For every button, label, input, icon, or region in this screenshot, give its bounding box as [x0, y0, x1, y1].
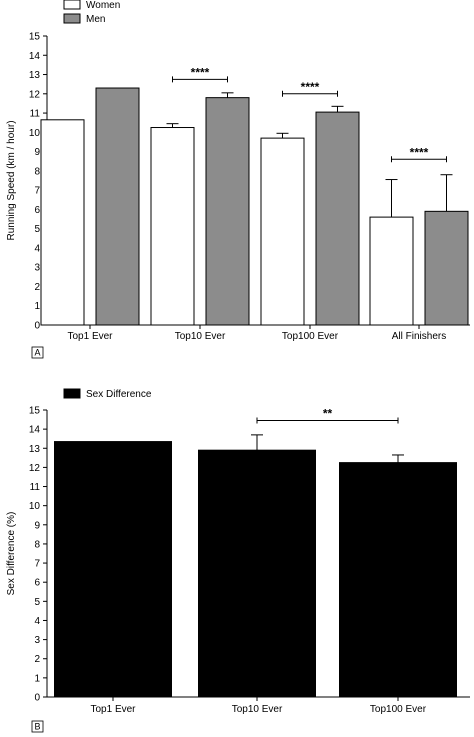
x-tick-label: Top10 Ever [175, 331, 226, 342]
legend-swatch [63, 388, 81, 399]
panel-label-box [31, 346, 44, 359]
y-tick-label: 9 [34, 147, 40, 158]
y-tick-label: 12 [29, 463, 41, 474]
y-tick-label: 10 [29, 501, 41, 512]
y-tick-label: 0 [34, 321, 40, 332]
y-tick-label: 7 [34, 559, 40, 570]
y-tick-label: 5 [34, 224, 40, 235]
significance-label: ** [323, 407, 333, 421]
y-tick-label: 3 [34, 263, 40, 274]
bar-women [40, 119, 85, 326]
y-tick-label: 6 [34, 578, 40, 589]
y-axis-label: Sex Difference (%) [6, 512, 17, 596]
significance-label: **** [301, 80, 320, 94]
legend-label: Men [86, 14, 105, 25]
bar-sex-difference [54, 441, 172, 698]
y-tick-label: 2 [34, 282, 40, 293]
y-tick-label: 12 [29, 89, 41, 100]
panel-label-box [31, 720, 44, 733]
x-tick-label: Top10 Ever [232, 704, 283, 715]
legend-label: Women [86, 0, 120, 11]
y-tick-label: 3 [34, 635, 40, 646]
y-tick-label: 6 [34, 205, 40, 216]
panel-label: B [34, 722, 40, 732]
y-tick-label: 10 [29, 128, 41, 139]
legend-swatch [63, 13, 81, 24]
y-tick-label: 0 [34, 693, 40, 704]
x-tick-label: All Finishers [392, 331, 446, 342]
y-axis-label: Running Speed (km / hour) [6, 120, 17, 240]
x-tick-label: Top100 Ever [370, 704, 427, 715]
y-tick-label: 1 [34, 673, 40, 684]
y-tick-label: 11 [30, 109, 41, 120]
y-tick-label: 2 [34, 654, 40, 665]
bar-men [315, 111, 360, 326]
significance-label: **** [410, 145, 429, 159]
significance-label: **** [191, 65, 210, 79]
x-tick-label: Top1 Ever [67, 331, 113, 342]
x-tick-label: Top100 Ever [282, 331, 339, 342]
bar-sex-difference [339, 462, 457, 698]
y-tick-label: 14 [29, 51, 41, 62]
y-tick-label: 1 [34, 301, 40, 312]
y-tick-label: 13 [29, 444, 41, 455]
bar-sex-difference [198, 449, 316, 698]
legend-label: Sex Difference [86, 389, 152, 400]
y-tick-label: 8 [34, 166, 40, 177]
y-tick-label: 7 [34, 186, 40, 197]
y-tick-label: 13 [29, 70, 41, 81]
y-tick-label: 8 [34, 539, 40, 550]
bar-men [424, 210, 469, 326]
bar-women [150, 127, 195, 326]
y-tick-label: 11 [30, 482, 41, 493]
panel-label: A [34, 348, 40, 358]
y-tick-label: 4 [34, 616, 40, 627]
x-tick-label: Top1 Ever [90, 704, 136, 715]
y-tick-label: 5 [34, 597, 40, 608]
y-tick-label: 9 [34, 520, 40, 531]
y-tick-label: 15 [29, 406, 41, 417]
bar-men [95, 87, 140, 326]
y-tick-label: 14 [29, 425, 41, 436]
bar-women [369, 216, 414, 326]
bar-women [260, 137, 305, 326]
y-tick-label: 4 [34, 243, 40, 254]
bar-men [205, 97, 250, 326]
legend-swatch [63, 0, 81, 10]
y-tick-label: 15 [29, 32, 41, 43]
